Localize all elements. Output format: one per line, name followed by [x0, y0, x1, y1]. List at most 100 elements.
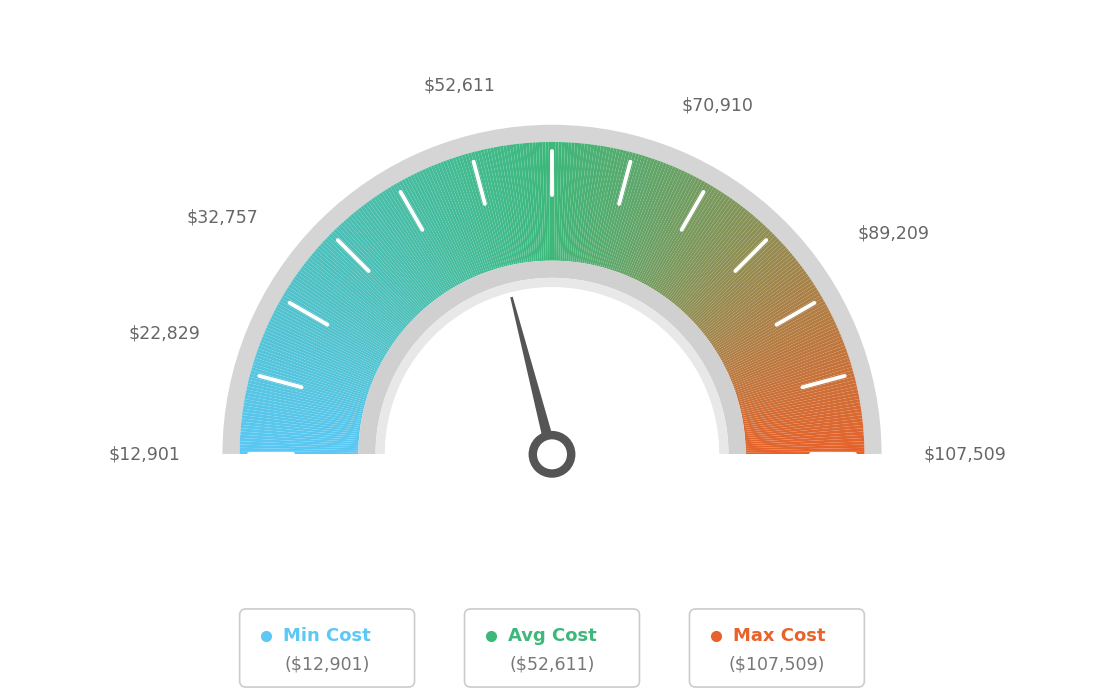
Wedge shape	[242, 412, 360, 430]
Wedge shape	[484, 149, 512, 266]
Wedge shape	[681, 222, 764, 312]
Wedge shape	[258, 346, 371, 388]
Wedge shape	[737, 367, 853, 402]
Wedge shape	[745, 428, 863, 440]
Wedge shape	[743, 402, 860, 424]
Wedge shape	[560, 142, 569, 261]
Wedge shape	[297, 270, 395, 342]
Wedge shape	[724, 313, 831, 368]
Wedge shape	[250, 373, 365, 406]
Wedge shape	[665, 199, 735, 297]
Wedge shape	[686, 229, 771, 316]
Wedge shape	[316, 248, 406, 328]
Wedge shape	[586, 147, 611, 264]
Wedge shape	[743, 406, 861, 426]
Wedge shape	[556, 142, 562, 261]
Wedge shape	[598, 151, 629, 267]
Wedge shape	[711, 276, 810, 346]
Wedge shape	[487, 148, 513, 265]
Wedge shape	[304, 263, 399, 337]
Wedge shape	[646, 181, 705, 286]
Wedge shape	[666, 201, 739, 299]
Wedge shape	[311, 253, 404, 331]
Wedge shape	[741, 386, 858, 414]
Text: $107,509: $107,509	[924, 445, 1007, 463]
Wedge shape	[402, 179, 460, 284]
Wedge shape	[265, 327, 375, 377]
Wedge shape	[247, 383, 363, 412]
Wedge shape	[630, 169, 682, 278]
Wedge shape	[582, 146, 604, 264]
Wedge shape	[559, 142, 565, 261]
Wedge shape	[668, 204, 741, 300]
Wedge shape	[694, 243, 784, 325]
Text: Max Cost: Max Cost	[733, 627, 826, 645]
Wedge shape	[471, 152, 503, 267]
Wedge shape	[490, 148, 516, 264]
Wedge shape	[350, 214, 428, 306]
Wedge shape	[267, 324, 375, 375]
Wedge shape	[723, 310, 830, 366]
Wedge shape	[262, 336, 373, 383]
Wedge shape	[305, 260, 401, 335]
Wedge shape	[259, 342, 371, 387]
Wedge shape	[288, 284, 390, 351]
Wedge shape	[700, 253, 793, 331]
Wedge shape	[301, 266, 397, 339]
Wedge shape	[248, 377, 364, 408]
Wedge shape	[431, 165, 479, 276]
Wedge shape	[744, 418, 862, 434]
Wedge shape	[385, 287, 719, 454]
Wedge shape	[246, 386, 363, 414]
Wedge shape	[264, 331, 374, 380]
Wedge shape	[480, 150, 510, 266]
Wedge shape	[376, 194, 445, 294]
Wedge shape	[416, 172, 469, 280]
Wedge shape	[733, 342, 845, 387]
Wedge shape	[282, 295, 385, 357]
Wedge shape	[513, 144, 530, 262]
Wedge shape	[656, 190, 722, 292]
Wedge shape	[732, 339, 843, 385]
Text: $22,829: $22,829	[128, 325, 200, 343]
Wedge shape	[440, 161, 485, 273]
Wedge shape	[396, 182, 457, 286]
Wedge shape	[625, 165, 673, 276]
Wedge shape	[722, 304, 827, 363]
Wedge shape	[652, 187, 716, 290]
Wedge shape	[279, 298, 384, 359]
Wedge shape	[359, 261, 745, 454]
Wedge shape	[411, 175, 466, 282]
Wedge shape	[254, 358, 368, 397]
Text: $32,757: $32,757	[187, 208, 258, 226]
Wedge shape	[730, 331, 840, 380]
Wedge shape	[343, 220, 424, 310]
Wedge shape	[336, 226, 420, 315]
Wedge shape	[355, 210, 432, 304]
Text: $52,611: $52,611	[423, 77, 496, 95]
Wedge shape	[662, 198, 733, 297]
Bar	[52, 454, 1052, 689]
Wedge shape	[741, 383, 857, 412]
Wedge shape	[255, 355, 369, 395]
Wedge shape	[251, 367, 367, 402]
Wedge shape	[542, 142, 548, 261]
Wedge shape	[278, 301, 383, 361]
Wedge shape	[713, 282, 814, 349]
Wedge shape	[584, 146, 607, 264]
Wedge shape	[736, 358, 850, 397]
Wedge shape	[696, 246, 786, 326]
Wedge shape	[709, 270, 807, 342]
Wedge shape	[532, 142, 542, 261]
Wedge shape	[456, 156, 495, 270]
Wedge shape	[636, 173, 691, 281]
Wedge shape	[393, 184, 455, 288]
Polygon shape	[510, 297, 558, 455]
Wedge shape	[566, 143, 578, 262]
Wedge shape	[294, 276, 393, 346]
Wedge shape	[365, 201, 438, 299]
Wedge shape	[243, 408, 360, 428]
Wedge shape	[552, 142, 555, 261]
Wedge shape	[257, 348, 370, 391]
Wedge shape	[240, 441, 359, 449]
